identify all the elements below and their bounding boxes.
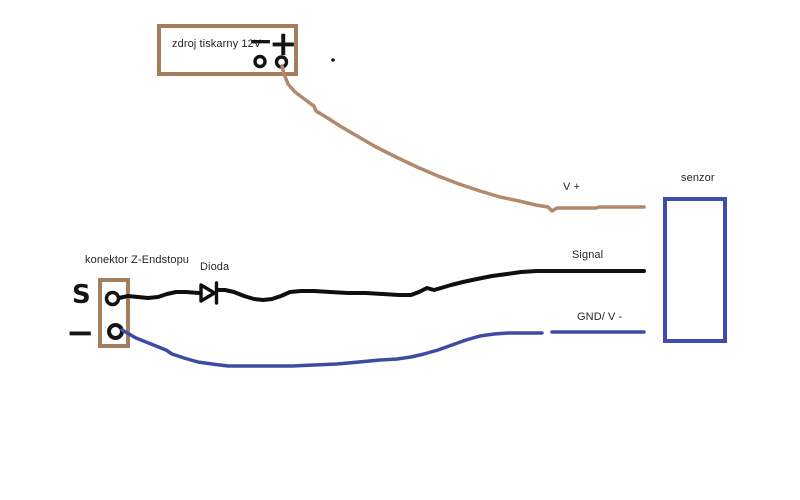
connector-label: konektor Z-Endstopu (85, 254, 190, 266)
connector-signal-pin-icon (104, 290, 121, 307)
power-minus-terminal-icon (253, 54, 267, 69)
diode-label: Dioda (200, 261, 230, 273)
diode-triangle (199, 283, 217, 303)
wire-gnd-label: GND/ V - (577, 311, 623, 323)
wire-gnd-segment (120, 328, 544, 368)
wire-signal-label: Signal (572, 249, 604, 261)
power-minus-symbol: − (248, 24, 274, 59)
wire-signal-right (215, 269, 646, 302)
wire-vplus (280, 64, 646, 213)
diode-symbol-icon (199, 281, 219, 305)
wire-signal-left (117, 290, 201, 300)
connector-pin-minus-label: − (66, 313, 95, 353)
power-supply-label: zdroj tiskarny 12V (172, 38, 262, 50)
wire-vplus-label: V + (563, 181, 581, 193)
connector-pin-s-label: S (72, 280, 91, 310)
sensor-box (663, 197, 727, 343)
endstop-connector-box (98, 278, 130, 348)
power-supply-box (157, 24, 298, 76)
connector-gnd-pin-icon (107, 323, 124, 340)
power-plus-symbol: + (269, 24, 298, 64)
sensor-label: senzor (681, 172, 715, 184)
stray-ink-dot (331, 58, 335, 62)
